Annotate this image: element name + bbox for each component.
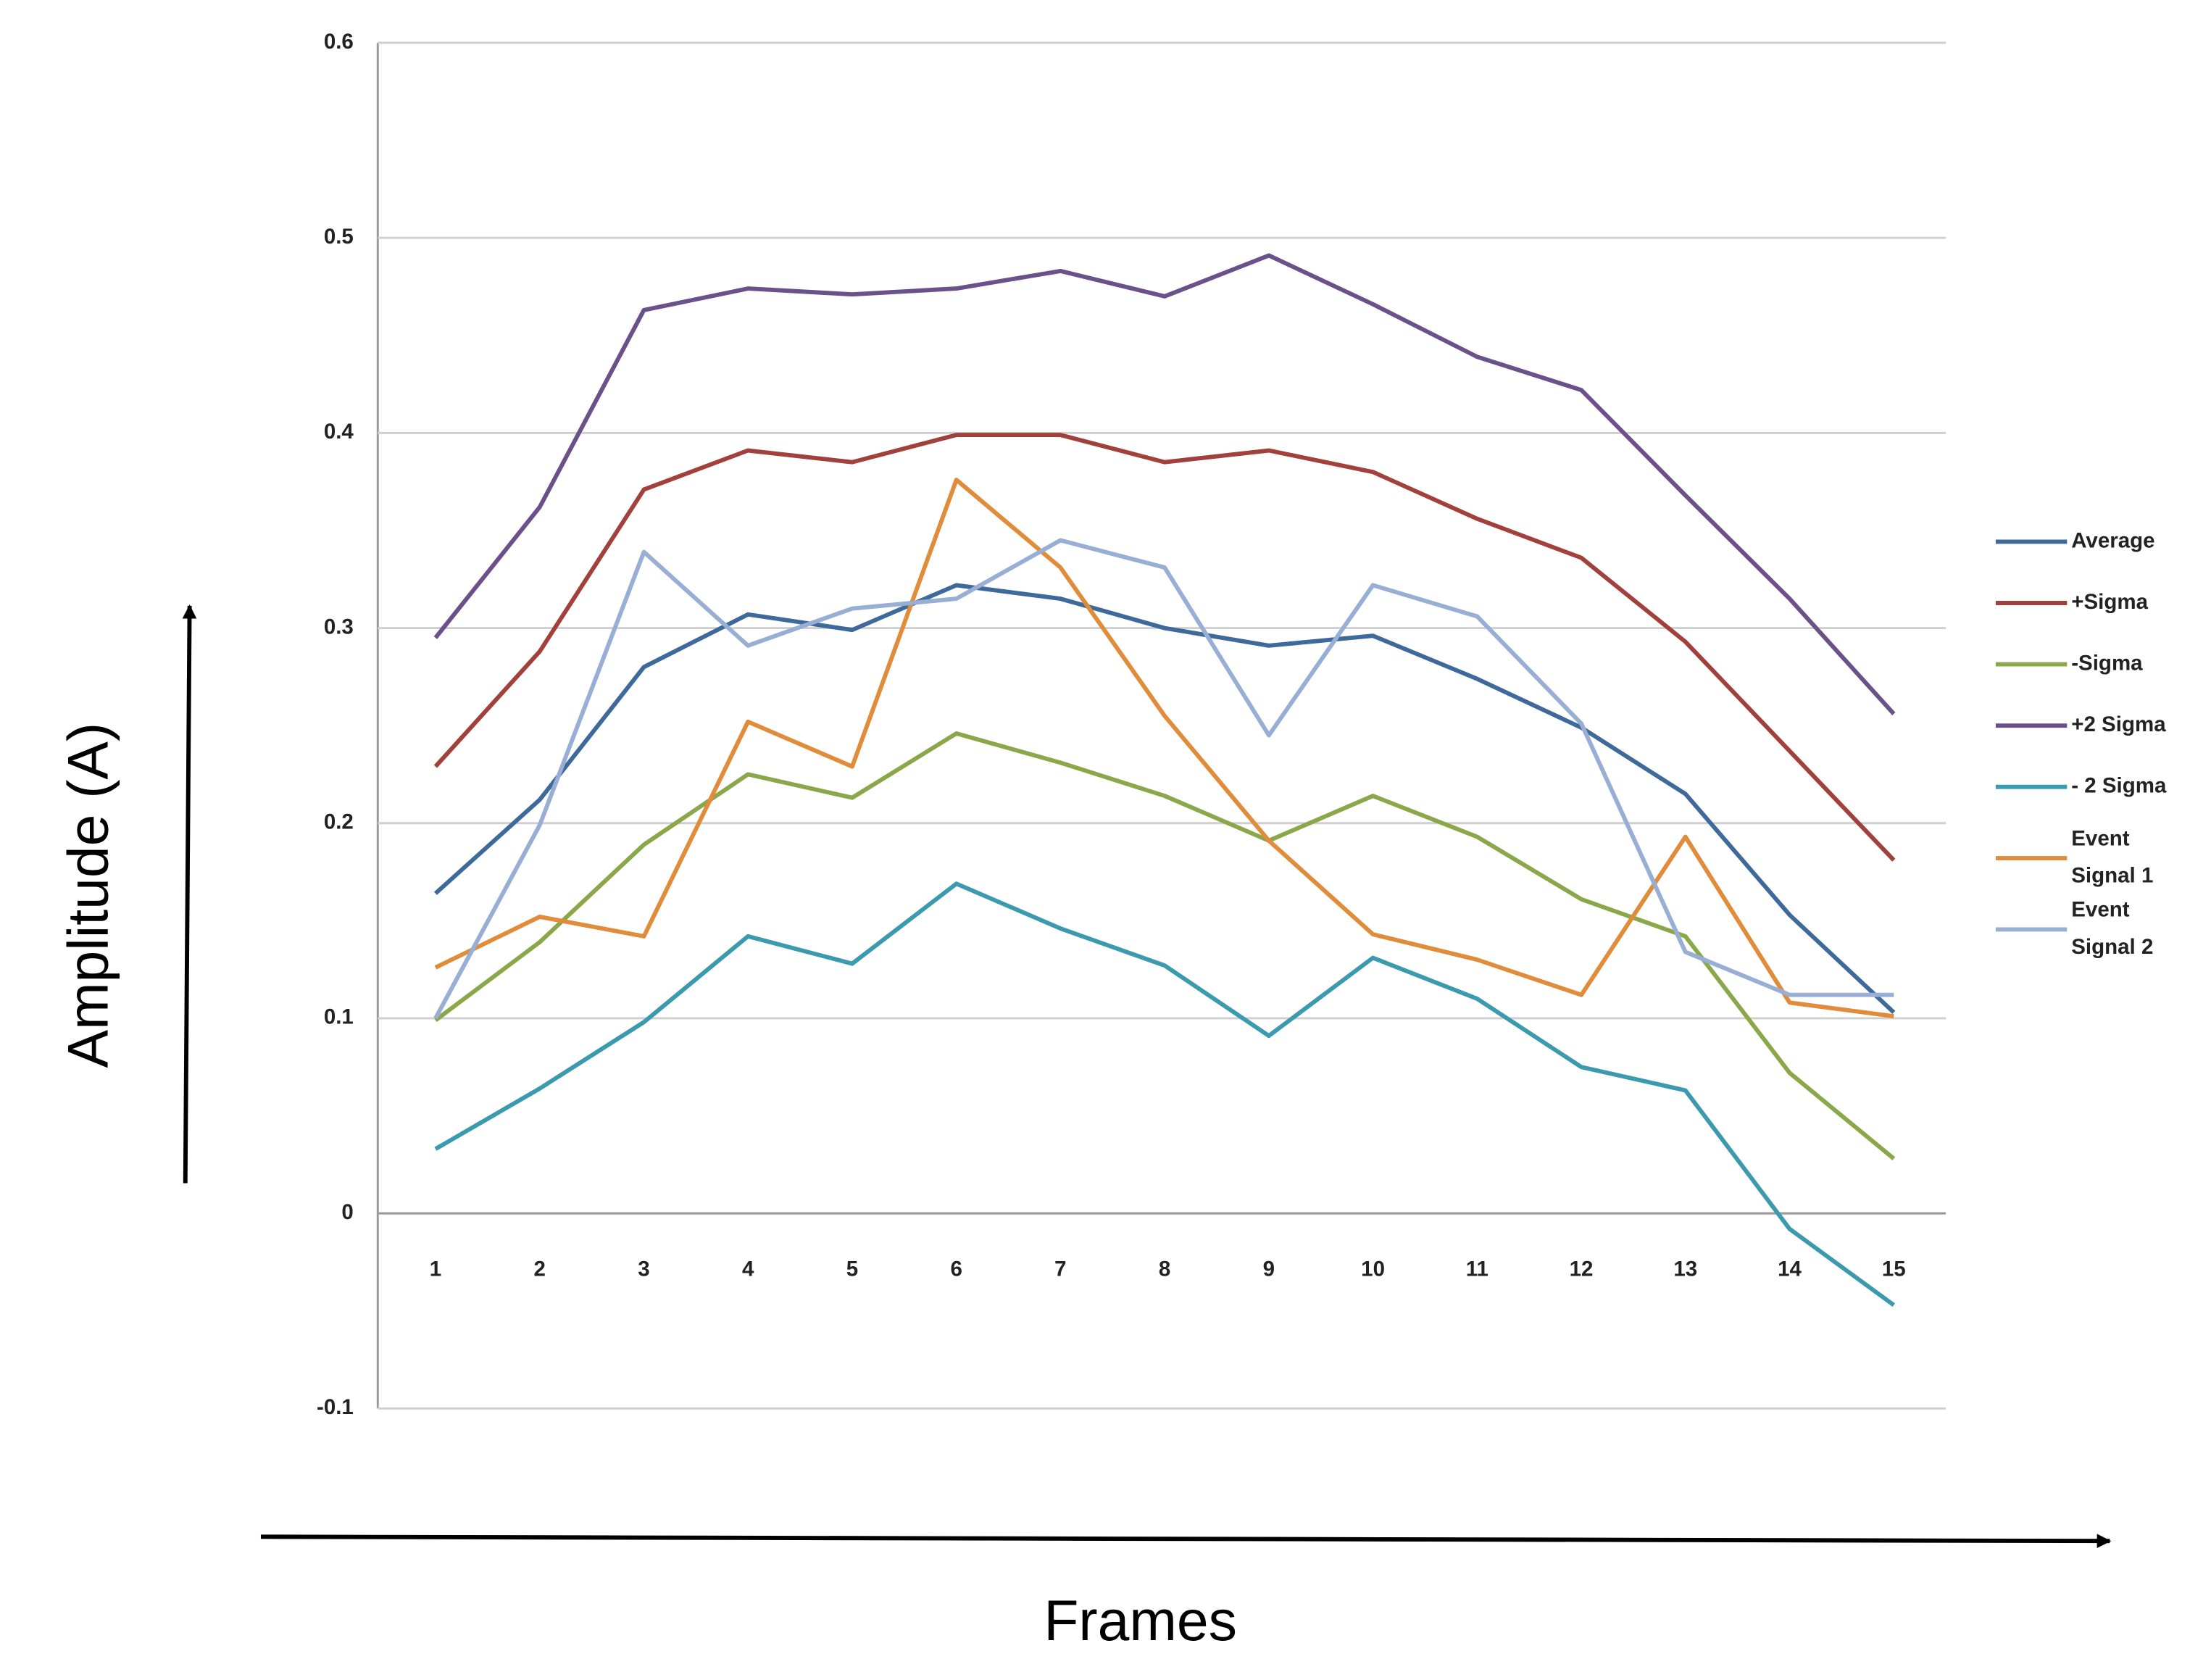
x-tick-label: 11: [1466, 1257, 1488, 1281]
legend-label: Event Signal 2: [2071, 898, 2154, 960]
x-tick-label: 8: [1159, 1257, 1170, 1281]
series-line: [433, 583, 1896, 1015]
series-line: [433, 433, 1896, 862]
y-tick-label: 0: [341, 1200, 353, 1224]
x-tick-label: 2: [534, 1257, 546, 1281]
y-tick-label: 0.1: [324, 1005, 354, 1029]
series-line: [433, 253, 1896, 716]
legend-label: Average: [2071, 528, 2155, 554]
x-axis-label: Frames: [1044, 1589, 1237, 1652]
x-tick-label: 6: [950, 1257, 962, 1281]
x-tick-label: 13: [1673, 1257, 1697, 1281]
x-tick-label: 7: [1054, 1257, 1066, 1281]
y-axis-label: Amplitude (A): [57, 723, 120, 1068]
x-tick-label: 5: [846, 1257, 858, 1281]
x-tick-label: 9: [1263, 1257, 1275, 1281]
legend-item: +2 Sigma: [2071, 712, 2166, 737]
x-tick-label: 10: [1361, 1257, 1385, 1281]
legend-item: -Sigma: [2071, 651, 2143, 676]
legend-item: Average: [2071, 528, 2155, 554]
x-arrow: [260, 1534, 2112, 1549]
series-line: [433, 538, 1894, 1020]
y-tick-label: -0.1: [317, 1395, 354, 1419]
legend-label: - 2 Sigma: [2071, 774, 2167, 799]
legend-label: -Sigma: [2071, 651, 2143, 676]
x-tick-label: 1: [430, 1257, 441, 1281]
series-line: [434, 478, 1894, 1019]
x-tick-label: 15: [1882, 1257, 1906, 1281]
legend-item: Event Signal 1: [2071, 826, 2154, 889]
y-tick-label: 0.3: [324, 615, 354, 639]
y-tick-label: 0.2: [324, 810, 354, 834]
series-line: [434, 731, 1896, 1160]
y-tick-label: 0.4: [324, 420, 354, 444]
y-arrow: [182, 604, 197, 1184]
x-tick-label: 14: [1778, 1257, 1802, 1281]
legend-item: Event Signal 2: [2071, 898, 2154, 960]
legend-item: +Sigma: [2071, 590, 2149, 615]
y-tick-label: 0.6: [324, 30, 354, 54]
x-tick-label: 4: [742, 1257, 754, 1281]
legend-label: Event Signal 1: [2071, 826, 2154, 889]
x-tick-label: 12: [1570, 1257, 1594, 1281]
legend-label: +2 Sigma: [2071, 712, 2166, 737]
series-line: [434, 881, 1896, 1307]
y-tick-label: 0.5: [324, 225, 354, 249]
x-tick-label: 3: [638, 1257, 649, 1281]
legend-item: - 2 Sigma: [2071, 774, 2167, 799]
legend-label: +Sigma: [2071, 590, 2149, 615]
